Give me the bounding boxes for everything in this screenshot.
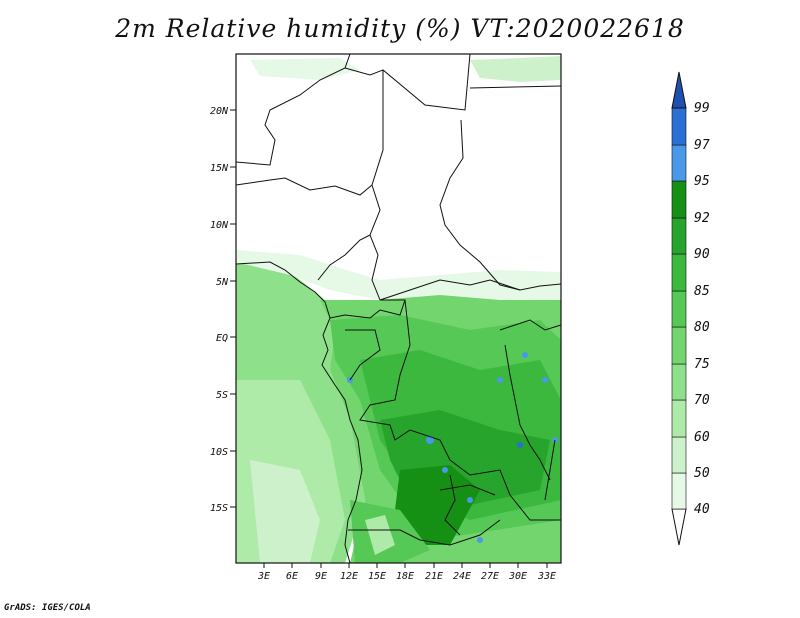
lon-label: 24E <box>453 571 471 582</box>
country-borders <box>236 54 561 563</box>
lat-label: 10N <box>210 220 229 231</box>
colorbar-label: 95 <box>694 174 710 189</box>
colorbar-label: 75 <box>694 357 710 372</box>
lon-label: 12E <box>340 571 358 582</box>
colorbar-label: 70 <box>694 393 710 408</box>
lon-label: 3E <box>257 571 270 582</box>
lon-label: 9E <box>315 571 327 582</box>
lon-label: 15E <box>368 571 386 582</box>
lat-label: 15S <box>210 503 228 514</box>
lon-label: 21E <box>425 571 443 582</box>
lon-label: 33E <box>537 571 556 582</box>
colorbar-label: 99 <box>694 101 710 116</box>
colorbar-label: 50 <box>694 466 710 481</box>
lon-axis: 3E 6E 9E 12E 15E 18E 21E 24E 27E 30E 33E <box>257 563 556 582</box>
lat-label: 5S <box>216 390 228 401</box>
lat-label: 5N <box>216 277 229 288</box>
colorbar: 40 50 60 70 75 80 85 90 92 95 97 99 <box>671 71 710 546</box>
humidity-field <box>236 56 561 563</box>
colorbar-label: 90 <box>694 247 710 262</box>
lon-label: 6E <box>286 571 298 582</box>
lon-label: 18E <box>396 571 414 582</box>
colorbar-label: 80 <box>694 320 710 335</box>
lat-label: 10S <box>210 447 228 458</box>
lat-axis: 20N 15N 10N 5N EQ 5S 10S 15S <box>210 106 236 514</box>
lat-label: 15N <box>210 163 229 174</box>
lon-label: 30E <box>508 571 527 582</box>
colorbar-label: 85 <box>694 284 710 299</box>
colorbar-label: 40 <box>694 502 710 517</box>
colorbar-label: 60 <box>694 430 710 445</box>
lat-label: EQ <box>216 333 228 344</box>
map-frame <box>235 53 562 564</box>
colorbar-label: 92 <box>694 211 710 226</box>
lon-label: 27E <box>481 571 499 582</box>
chart-title: 2m Relative humidity (%) VT:2020022618 <box>115 14 685 43</box>
lat-label: 20N <box>210 106 229 117</box>
colorbar-label: 97 <box>694 138 710 153</box>
grads-credit: GrADS: IGES/COLA <box>4 603 91 613</box>
